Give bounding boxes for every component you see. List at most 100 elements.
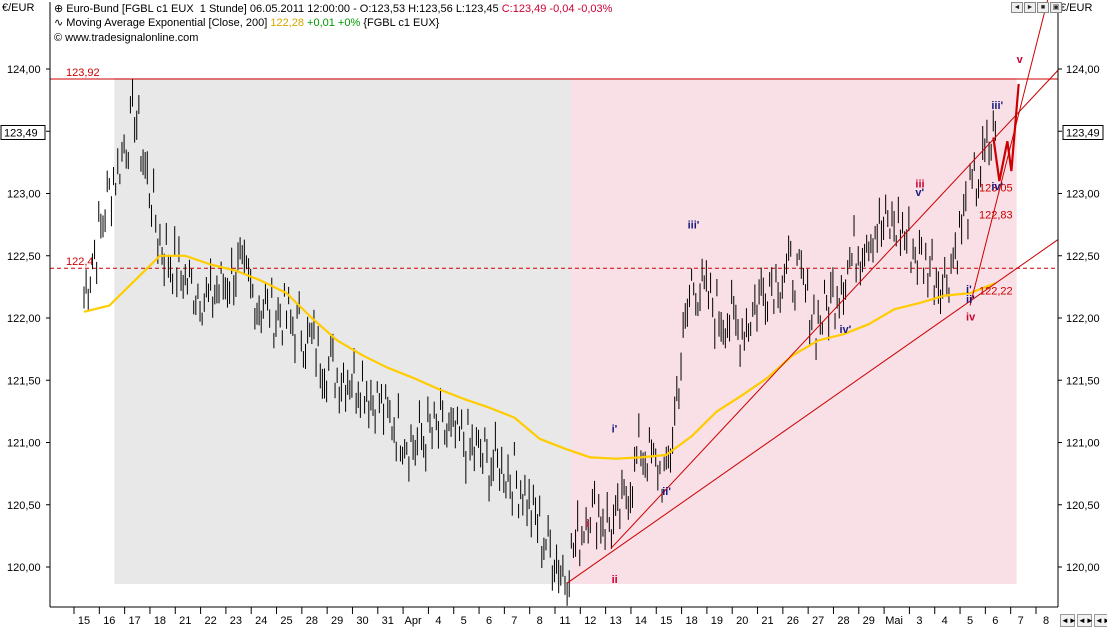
x-tick-label: 31 (382, 615, 394, 627)
maximize-icon[interactable]: ▣ (1050, 2, 1062, 13)
x-tick-label: 20 (736, 615, 748, 627)
indicator-value: 122,28 (270, 17, 304, 29)
y-tick-label-right: 122,00 (1066, 313, 1100, 325)
x-tick-label: 4 (435, 615, 441, 627)
scroll-buttons: ◄► ◄► ◄► (1060, 614, 1107, 627)
y-tick-label-right: 121,50 (1066, 375, 1100, 387)
minimize-icon[interactable]: ■ (1037, 2, 1049, 13)
y-tick-label-left: 121,00 (7, 438, 41, 450)
wave-label: iv' (839, 324, 851, 336)
trendline-1 (610, 69, 1059, 549)
y-tick-label-left: 121,50 (7, 375, 41, 387)
x-tick-label: 6 (992, 615, 998, 627)
symbol-info-line: ⊕ Euro-Bund [FGBL c1 EUX 1 Stunde] 06.05… (54, 2, 612, 16)
y-tick-label-left: 120,50 (7, 500, 41, 512)
trendline-0 (566, 239, 1059, 584)
y-tick-label-left: 124,00 (7, 64, 41, 76)
x-tick-label: 29 (863, 615, 875, 627)
x-tick-label: 5 (461, 615, 467, 627)
wave-label: ii' (966, 294, 975, 306)
x-tick-label: 15 (660, 615, 672, 627)
x-tick-label: 27 (812, 615, 824, 627)
x-tick-label: 22 (204, 615, 216, 627)
trend-level-label: 122,22 (979, 286, 1013, 298)
wave-label: ii' (662, 486, 671, 498)
ema-line (83, 254, 996, 460)
x-tick-label: 18 (154, 615, 166, 627)
wave-label: v' (915, 187, 924, 199)
wave-label: iii (915, 178, 924, 190)
x-tick-label: 14 (635, 615, 647, 627)
currency-label-right: €/EUR (1060, 2, 1093, 14)
x-tick-label: 6 (486, 615, 492, 627)
wave-label: iv (966, 311, 976, 323)
y-tick-label-right: 123,00 (1066, 189, 1100, 201)
hline-label: 123,92 (66, 67, 100, 79)
x-tick-label: 17 (129, 615, 141, 627)
y-tick-label-right: 121,00 (1066, 438, 1100, 450)
price-box-left (0, 124, 46, 140)
trendlines: 123,05 122,83 122,22 (566, 0, 1059, 584)
window-buttons: ◄ ► ■ ▣ (1011, 2, 1062, 13)
wave-label: iv' (991, 181, 1003, 193)
x-tick-label: 8 (1043, 615, 1049, 627)
y-tick-label-right: 122,50 (1066, 251, 1100, 263)
scroll-zoom-icon[interactable]: ◄► (1060, 614, 1077, 627)
projection-zigzag (992, 83, 1020, 182)
x-tick-label: 3 (916, 615, 922, 627)
price-bars (83, 79, 996, 606)
currency-label-left: €/EUR (2, 2, 35, 14)
hline-label: 122,4 (66, 256, 94, 268)
x-tick-label: 25 (280, 615, 292, 627)
x-tick-label: 16 (103, 615, 115, 627)
x-tick-label: 29 (331, 615, 343, 627)
y-tick-label-left: 122,50 (7, 251, 41, 263)
y-tick-label-right: 120,00 (1066, 562, 1100, 574)
x-tick-label: 5 (967, 615, 973, 627)
indicator-name: Moving Average Exponential [Close, 200] (66, 17, 271, 29)
wave-label: i (586, 518, 589, 530)
scroll-pan-icon[interactable]: ◄► (1077, 614, 1094, 627)
x-tick-label: 13 (610, 615, 622, 627)
x-tick-label: 26 (787, 615, 799, 627)
scroll-left-icon[interactable]: ◄ (1011, 2, 1023, 13)
trendline-2 (969, 0, 1049, 306)
horizontal-lines: 123,92 122,4 (50, 67, 1058, 269)
wave-label: i' (612, 424, 618, 436)
x-tick-label: 23 (230, 615, 242, 627)
trend-level-label: 122,83 (979, 210, 1013, 222)
wave-label: i' (966, 284, 972, 296)
x-tick-label: 21 (179, 615, 191, 627)
indicator-change: +0,01 +0% (303, 17, 361, 29)
y-tick-label-right: 124,00 (1066, 64, 1100, 76)
x-tick-label: 28 (306, 615, 318, 627)
current-price-label: 123,49 (4, 127, 38, 139)
scroll-fit-icon[interactable]: ◄► (1094, 614, 1107, 627)
x-tick-label: 7 (511, 615, 517, 627)
close-info: C:123,49 -0,04 -0,03% (501, 3, 613, 15)
x-tick-label: 28 (837, 615, 849, 627)
symbol-info: Euro-Bund [FGBL c1 EUX 1 Stunde] 06.05.2… (66, 3, 502, 15)
x-tick-label: 15 (78, 615, 90, 627)
x-tick-label: 18 (685, 615, 697, 627)
current-price-label: 123,49 (1066, 127, 1100, 139)
shade-pink (571, 78, 1017, 584)
x-tick-label: 11 (559, 615, 570, 627)
x-tick-label: 12 (584, 615, 596, 627)
ma-icon: ∿ (54, 17, 67, 29)
expand-icon[interactable]: ⊕ (54, 3, 67, 15)
wave-label: v (1017, 54, 1024, 66)
x-tick-label: Apr (405, 615, 422, 627)
x-tick-label: 19 (711, 615, 723, 627)
indicator-info-line: ∿ Moving Average Exponential [Close, 200… (54, 16, 439, 30)
wave-label: ii (612, 574, 618, 586)
wave-label: iii' (688, 219, 700, 231)
x-tick-label: 30 (356, 615, 368, 627)
wave-label: iii' (991, 100, 1003, 112)
scroll-right-icon[interactable]: ► (1024, 2, 1036, 13)
price-box-right (1062, 124, 1104, 140)
ema-series-line (83, 254, 996, 460)
shade-grey (114, 78, 571, 584)
